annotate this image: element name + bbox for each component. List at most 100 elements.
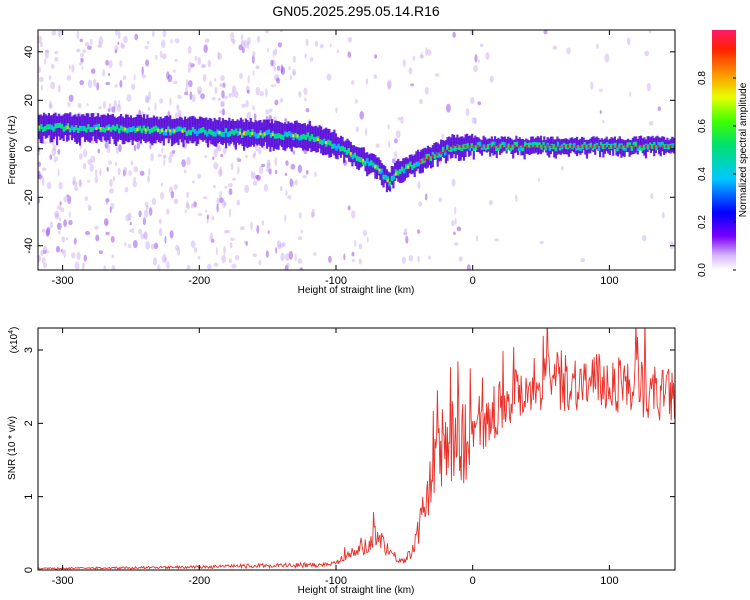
noise-speck [83, 149, 87, 158]
ridge-mid [396, 170, 400, 176]
noise-speck [148, 207, 153, 216]
ridge-mid [204, 129, 207, 135]
noise-speck [237, 158, 242, 162]
noise-speck [98, 36, 104, 46]
colorbar-tick-label: 0.6 [697, 119, 708, 133]
noise-speck [629, 91, 632, 97]
ridge-core [583, 144, 586, 148]
noise-speck [111, 254, 115, 258]
noise-speck [117, 30, 121, 40]
noise-speck [392, 158, 396, 164]
noise-speck [207, 263, 212, 270]
noise-speck [169, 230, 174, 239]
noise-speck [285, 189, 288, 197]
noise-speck [477, 59, 480, 63]
ridge-core [456, 144, 459, 148]
noise-speck [58, 231, 61, 235]
noise-speck [363, 229, 367, 237]
noise-speck [326, 73, 332, 81]
ridge-core [534, 144, 537, 148]
noise-speck [209, 80, 212, 87]
noise-speck [175, 244, 180, 251]
noise-speck [49, 100, 52, 108]
ridge-mid [70, 125, 74, 131]
noise-speck [119, 60, 123, 67]
noise-speck [212, 156, 215, 160]
ridge-core [378, 168, 381, 172]
ridge-outer [644, 139, 648, 159]
noise-speck [162, 53, 167, 60]
noise-speck [452, 31, 456, 38]
ridge-outer [333, 129, 336, 156]
noise-speck [590, 81, 594, 90]
noise-speck [219, 191, 223, 200]
noise-speck [232, 177, 237, 181]
noise-speck [71, 252, 76, 259]
noise-speck [410, 83, 414, 87]
noise-speck [131, 83, 136, 91]
ridge-core [448, 147, 451, 150]
ridge-mid [314, 136, 318, 142]
ridge-mid [657, 141, 660, 147]
noise-speck [246, 89, 250, 94]
noise-speck [239, 72, 243, 80]
noise-speck [54, 213, 60, 220]
noise-speck [122, 169, 126, 177]
ridge-mid [548, 145, 551, 151]
noise-speck [57, 84, 61, 93]
noise-speck [402, 59, 406, 68]
noise-speck [162, 30, 167, 38]
ridge-mid [74, 125, 78, 130]
colorbar: 0.0 0.2 0.4 0.6 0.8 Normalized spectral ampl… [697, 30, 749, 277]
noise-speck [97, 44, 102, 48]
noise-speck [319, 43, 324, 49]
noise-speck [202, 73, 207, 82]
ridge-mid [146, 126, 150, 132]
noise-speck [388, 140, 391, 148]
noise-speck [145, 205, 149, 210]
noise-speck [89, 38, 93, 45]
noise-speck [250, 221, 253, 231]
noise-speck [82, 49, 86, 53]
y-tick-label: -20 [23, 189, 35, 205]
noise-speck [354, 239, 357, 248]
noise-speck [98, 250, 103, 254]
ridge-mid [312, 137, 316, 142]
noise-speck [188, 61, 193, 70]
noise-speck [387, 124, 390, 130]
ridge-mid [118, 128, 121, 134]
ridge-mid [392, 174, 396, 180]
noise-speck [41, 228, 46, 233]
noise-speck [304, 53, 307, 59]
ridge-mid [585, 144, 588, 150]
noise-speck [355, 126, 359, 133]
ridge-core [636, 144, 639, 148]
noise-speck [39, 76, 44, 83]
ridge-core [579, 144, 582, 148]
noise-speck [420, 52, 423, 59]
noise-speck [54, 210, 60, 218]
noise-speck [197, 90, 202, 95]
ridge-outer [331, 131, 334, 154]
ridge-core [173, 129, 176, 133]
noise-speck [152, 30, 155, 38]
ridge-mid [197, 128, 201, 134]
ridge-mid [513, 141, 517, 147]
ridge-mid [431, 151, 435, 157]
ridge-mid [183, 127, 186, 133]
noise-speck [213, 262, 219, 267]
noise-speck [57, 148, 61, 155]
noise-speck [192, 180, 195, 184]
noise-speck [42, 177, 45, 187]
noise-speck [73, 237, 77, 245]
ridge-core [546, 144, 549, 148]
noise-speck [110, 236, 115, 243]
noise-speck [166, 208, 170, 215]
noise-speck [190, 63, 195, 68]
noise-speck [298, 91, 302, 98]
ridge-mid [50, 124, 53, 130]
noise-speck [92, 78, 97, 87]
noise-speck [222, 146, 227, 155]
noise-speck [87, 45, 92, 50]
noise-speck [359, 111, 365, 120]
